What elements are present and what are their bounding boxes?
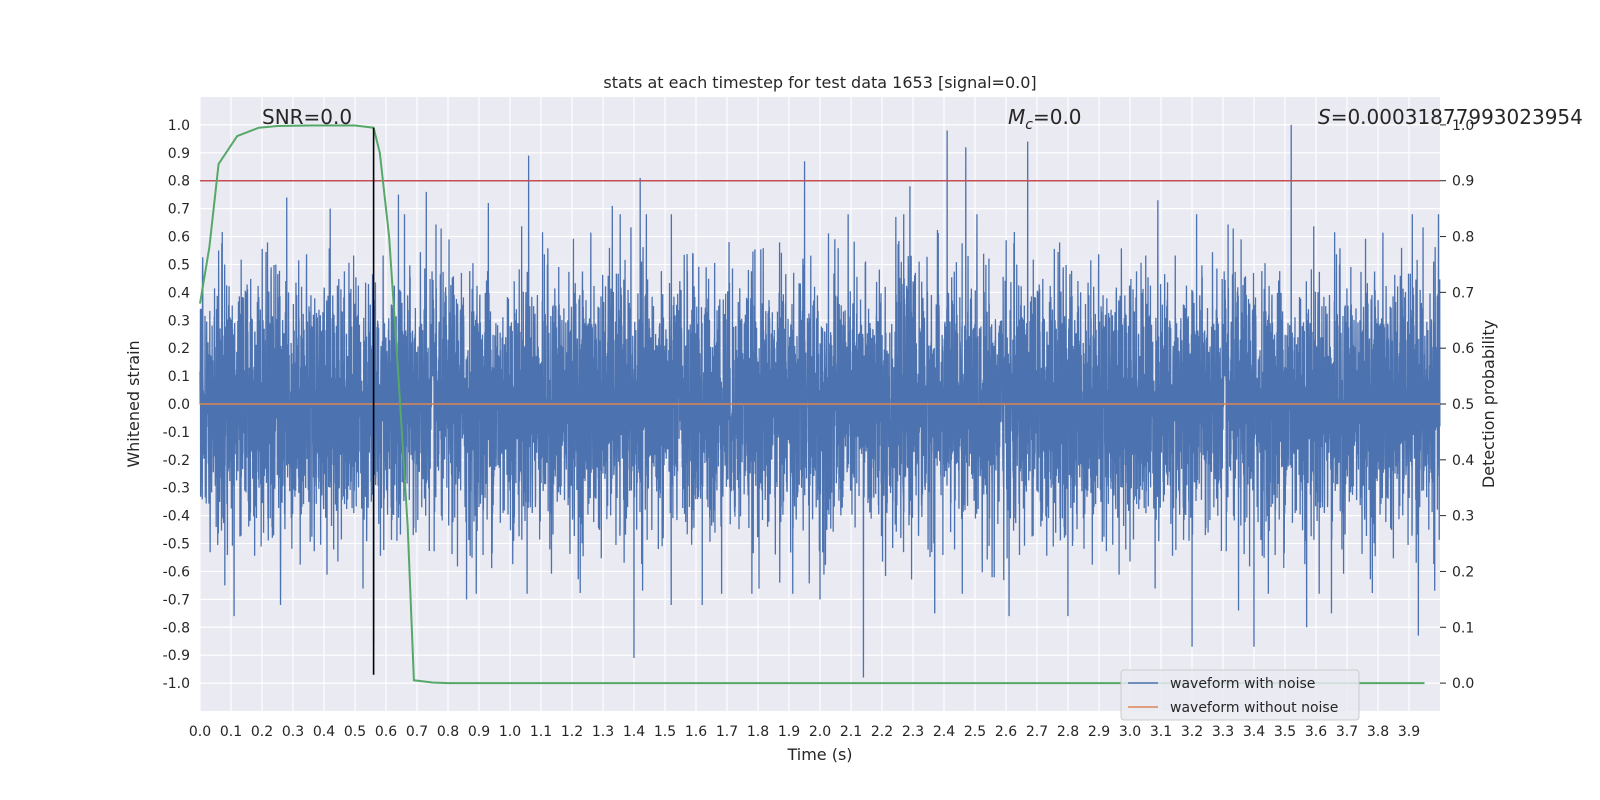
x-tick-label: 3.1 [1150, 724, 1172, 740]
x-tick-label: 2.4 [933, 724, 955, 740]
snr-annotation: SNR=0.0 [262, 105, 352, 129]
chart-title: stats at each timestep for test data 165… [603, 73, 1036, 92]
x-tick-label: 3.2 [1181, 724, 1203, 740]
x-tick-label: 1.7 [716, 724, 738, 740]
x-tick-label: 1.5 [654, 724, 676, 740]
x-tick-label: 0.0 [189, 724, 211, 740]
y2-tick-label: 0.4 [1452, 453, 1474, 469]
y-tick-label: 0.0 [168, 397, 190, 413]
x-tick-label: 2.0 [809, 724, 831, 740]
x-tick-label: 2.5 [964, 724, 986, 740]
y-tick-label: 0.4 [168, 285, 190, 301]
x-tick-label: 2.1 [840, 724, 862, 740]
x-tick-label: 1.4 [623, 724, 645, 740]
x-tick-label: 0.3 [282, 724, 304, 740]
s-annotation: S=0.00031877993023954 [1318, 105, 1583, 129]
y-tick-label: 0.9 [168, 146, 190, 162]
y-tick-label: -0.2 [163, 453, 190, 469]
y2-tick-label: 0.7 [1452, 285, 1474, 301]
y-tick-label: -0.1 [163, 425, 190, 441]
y-tick-label: 0.1 [168, 369, 190, 385]
y-tick-label: -0.9 [163, 648, 190, 664]
y-tick-label: -0.5 [163, 537, 190, 553]
y2-tick-label: 0.2 [1452, 564, 1474, 580]
legend-label-clean: waveform without noise [1170, 700, 1338, 716]
x-tick-label: 1.2 [561, 724, 583, 740]
x-tick-label: 3.7 [1336, 724, 1358, 740]
y2-tick-label: 0.1 [1452, 620, 1474, 636]
y-tick-label: -1.0 [163, 676, 190, 692]
x-tick-label: 3.5 [1274, 724, 1296, 740]
y2-tick-label: 1.0 [1452, 118, 1474, 134]
y-tick-label: 0.7 [168, 202, 190, 218]
x-axis-label: Time (s) [786, 745, 852, 764]
x-tick-label: 2.9 [1088, 724, 1110, 740]
y2-tick-label: 0.0 [1452, 676, 1474, 692]
x-tick-label: 0.7 [406, 724, 428, 740]
x-tick-label: 3.3 [1212, 724, 1234, 740]
x-tick-label: 1.8 [747, 724, 769, 740]
x-tick-label: 2.8 [1057, 724, 1079, 740]
x-tick-label: 3.6 [1305, 724, 1327, 740]
x-tick-label: 2.6 [995, 724, 1017, 740]
y2-tick-label: 0.8 [1452, 230, 1474, 246]
series-waveform-with-noise [199, 124, 1441, 678]
x-tick-label: 0.8 [437, 724, 459, 740]
y-axis-label: Whitened strain [124, 340, 143, 467]
x-tick-label: 3.4 [1243, 724, 1265, 740]
y2-axis-label: Detection probability [1479, 320, 1498, 488]
legend-box [1120, 669, 1360, 721]
y-tick-label: 0.8 [168, 174, 190, 190]
y2-tick-label: 0.3 [1452, 509, 1474, 525]
y2-tick-label: 0.9 [1452, 174, 1474, 190]
x-tick-label: 1.9 [778, 724, 800, 740]
x-tick-label: 3.0 [1119, 724, 1141, 740]
y-tick-label: -0.8 [163, 620, 190, 636]
y-tick-label: 0.2 [168, 341, 190, 357]
y-tick-label: 0.5 [168, 257, 190, 273]
x-tick-label: 2.2 [871, 724, 893, 740]
y-tick-label: 1.0 [168, 118, 190, 134]
y-tick-label: -0.4 [163, 509, 190, 525]
y-tick-label: -0.6 [163, 564, 190, 580]
y-tick-label: 0.3 [168, 313, 190, 329]
x-tick-label: 0.1 [220, 724, 242, 740]
legend-label-noise: waveform with noise [1170, 676, 1315, 692]
x-tick-label: 2.3 [902, 724, 924, 740]
y2-tick-label: 0.6 [1452, 341, 1474, 357]
mc-annotation: Mc=0.0 [1008, 105, 1082, 133]
x-tick-label: 0.6 [375, 724, 397, 740]
x-tick-label: 1.1 [530, 724, 552, 740]
x-tick-label: 3.9 [1398, 724, 1420, 740]
x-tick-label: 1.0 [499, 724, 521, 740]
x-tick-label: 0.5 [344, 724, 366, 740]
y-tick-label: -0.7 [163, 592, 190, 608]
x-tick-label: 1.3 [592, 724, 614, 740]
x-tick-label: 3.8 [1367, 724, 1389, 740]
x-tick-label: 2.7 [1026, 724, 1048, 740]
x-tick-label: 0.2 [251, 724, 273, 740]
y-tick-label: 0.6 [168, 230, 190, 246]
tick-layer: 0.0 0.1 0.2 0.3 0.4 0.5 0.6 0.7 0.8 0.9 1.0 1.1 1.2 1… [163, 118, 1475, 740]
x-tick-label: 0.9 [468, 724, 490, 740]
y2-tick-label: 0.5 [1452, 397, 1474, 413]
x-tick-label: 0.4 [313, 724, 335, 740]
series-layer [199, 124, 1441, 685]
legend: waveform with noise waveform without noi… [1120, 669, 1360, 721]
y-tick-label: -0.3 [163, 481, 190, 497]
x-tick-label: 1.6 [685, 724, 707, 740]
